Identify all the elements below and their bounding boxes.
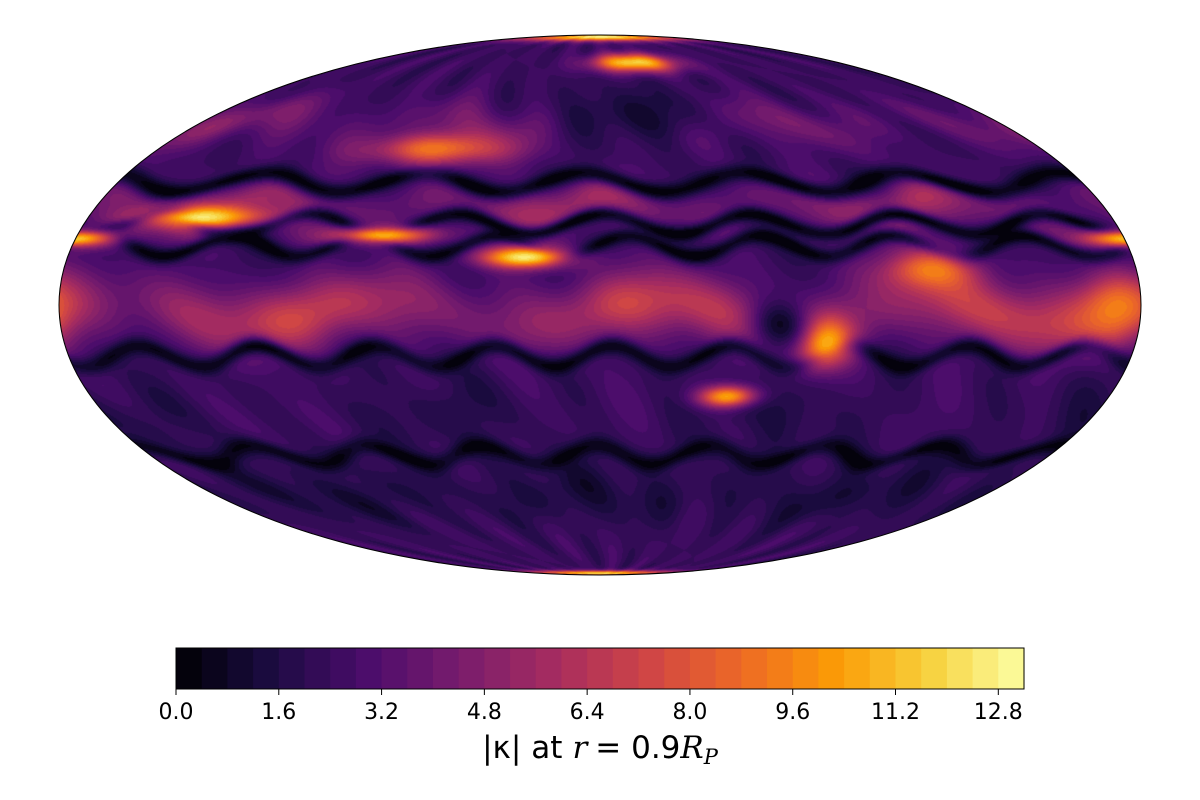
colorbar-level-7 <box>355 648 383 689</box>
colorbar-tick-label: 11.2 <box>871 700 920 725</box>
colorbar-level-1 <box>201 648 228 689</box>
colorbar-level-28 <box>895 648 922 689</box>
colorbar-level-17 <box>612 648 640 689</box>
colorbar-level-0 <box>176 648 203 689</box>
colorbar-tick-label: 12.8 <box>974 700 1023 725</box>
colorbar-level-9 <box>407 648 434 689</box>
colorbar-level-32 <box>998 648 1025 689</box>
colorbar: 0.0 1.6 3.2 4.8 6.4 8.0 9.6 11.2 12.8 |κ| at r = 0.… <box>159 647 1025 769</box>
colorbar-level-25 <box>818 648 845 689</box>
kappa-symbol: |κ| <box>482 730 521 766</box>
colorbar-level-29 <box>921 648 948 689</box>
radius-symbol: r <box>572 730 589 766</box>
colorbar-segments <box>176 648 1025 689</box>
colorbar-level-2 <box>227 648 254 689</box>
colorbar-level-31 <box>972 648 999 689</box>
colorbar-level-6 <box>330 648 357 689</box>
colorbar-level-8 <box>381 648 408 689</box>
colorbar-level-4 <box>278 648 306 689</box>
equals-value: = 0.9 <box>595 730 680 766</box>
colorbar-level-24 <box>792 648 820 689</box>
colorbar-level-13 <box>510 648 537 689</box>
colorbar-tick-label: 6.4 <box>570 700 605 725</box>
colorbar-level-26 <box>844 648 871 689</box>
colorbar-tick-label: 3.2 <box>364 700 399 725</box>
colorbar-ticks: 0.0 1.6 3.2 4.8 6.4 8.0 9.6 11.2 12.8 <box>159 689 1023 725</box>
map-outline <box>58 34 1142 576</box>
colorbar-level-21 <box>715 648 742 689</box>
colorbar-level-22 <box>741 648 768 689</box>
colorbar-level-18 <box>638 648 665 689</box>
colorbar-frame <box>175 647 1025 690</box>
planet-radius-subscript: P <box>703 745 719 769</box>
colorbar-level-10 <box>432 648 460 689</box>
colorbar-tick-label: 4.8 <box>467 700 502 725</box>
colorbar-level-30 <box>946 648 974 689</box>
colorbar-tick-label: 1.6 <box>261 700 296 725</box>
colorbar-tick-label: 8.0 <box>672 700 707 725</box>
colorbar-level-3 <box>253 648 280 689</box>
colorbar-level-14 <box>535 648 563 689</box>
colorbar-level-19 <box>664 648 691 689</box>
colorbar-level-20 <box>689 648 717 689</box>
colorbar-level-16 <box>587 648 614 689</box>
colorbar-label: |κ| at r = 0.9RP <box>482 730 719 769</box>
colorbar-level-11 <box>458 648 485 689</box>
colorbar-level-15 <box>561 648 588 689</box>
colorbar-tick-label: 0.0 <box>159 700 194 725</box>
at-word: at <box>531 730 562 766</box>
colorbar-level-5 <box>304 648 331 689</box>
colorbar-level-27 <box>869 648 897 689</box>
colorbar-tick-label: 9.6 <box>775 700 810 725</box>
colorbar-level-23 <box>767 648 794 689</box>
colorbar-level-12 <box>484 648 511 689</box>
planet-radius-symbol: R <box>679 730 703 766</box>
mollweide-map <box>58 34 1142 576</box>
